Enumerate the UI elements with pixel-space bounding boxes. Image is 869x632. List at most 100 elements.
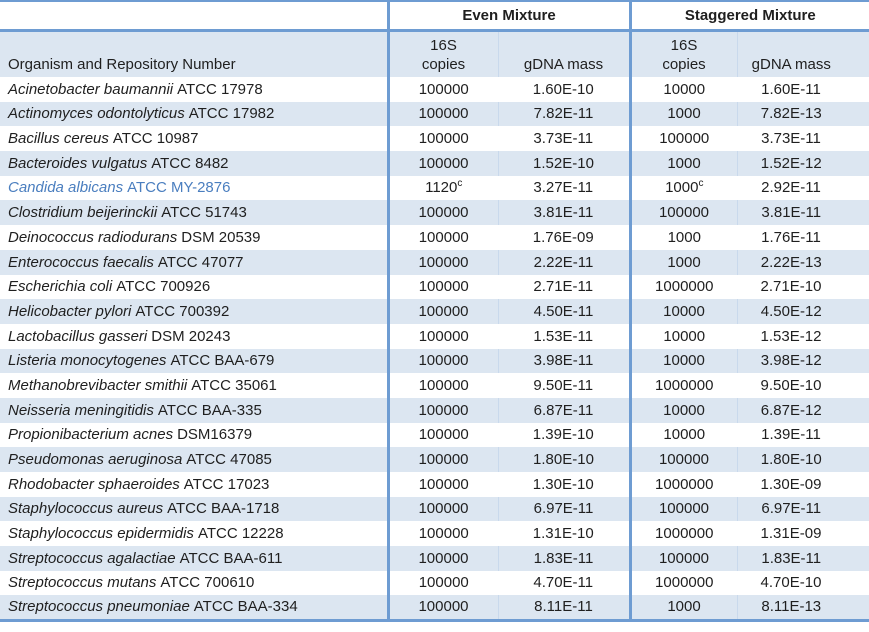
even-16s-copies-value: 100000 [418,327,469,345]
staggered-16s-copies-value: 1000000 [655,475,714,493]
staggered-16s-copies-cell: 1000000 [628,570,737,596]
even-16s-copies-value: 100000 [418,154,469,172]
even-16s-copies-value: 100000 [418,451,469,469]
organism-cell: Lactobacillus gasseri DSM 20243 [0,324,388,349]
even-16s-copies-value: 100000 [418,228,469,246]
staggered-16s-copies-cell: 1000000 [628,521,737,547]
even-16s-copies-value: 100000 [418,352,469,370]
staggered-gdna-mass-cell: 1.52E-12 [736,151,869,176]
even-gdna-mass-cell: 3.73E-11 [533,130,594,148]
even-16s-copies-cell: 100000 [386,126,498,152]
staggered-16s-copies-cell: 100000 [628,546,737,571]
staggered-gdna-mass-cell: 2.92E-11 [761,179,821,197]
staggered-16s-copies-value: 1000000 [655,278,714,296]
repository-number: ATCC 12228 [197,525,284,543]
organism-cell: Actinomyces odontolyticus ATCC 17982 [0,101,388,127]
staggered-16s-copies-value: 100000 [658,451,710,469]
staggered-16s-copies-value: 10000 [663,80,706,98]
repository-number: ATCC 35061 [191,376,277,394]
even-gdna-mass-cell: 1.30E-10 [532,475,594,493]
even-16s-copies-cell: 100000 [386,422,498,448]
repository-number: ATCC 47085 [186,451,272,469]
even-16s-copies-value: 100000 [418,500,469,518]
table-row: Bacteroides vulgatus ATCC 8482 100000 1.5… [0,151,869,176]
organism-cell: Streptococcus mutans ATCC 700610 [0,571,388,596]
even-gdna-mass-cell: 3.98E-11 [497,348,630,374]
copies-header-line2: copies [421,56,466,73]
organism-cell: Propionibacterium acnes DSM16379 [0,423,388,448]
staggered-16s-copies-value: 100000 [658,204,710,222]
table-row: Staphylococcus epidermidis ATCC 12228 100… [0,521,869,547]
even-gdna-mass-cell: 6.87E-11 [497,397,630,423]
organism-name: Streptococcus pneumoniae [8,598,190,616]
staggered-gdna-mass-cell: 3.81E-11 [736,200,869,226]
even-copies-footnote-mark: c [457,178,463,190]
organism-name: Staphylococcus aureus [8,500,164,518]
organism-name: Streptococcus mutans [8,574,157,592]
organism-cell: Bacteroides vulgatus ATCC 8482 [0,151,388,176]
even-gdna-mass-cell: 9.50E-11 [533,376,594,394]
even-16s-copies-cell: 100000 [386,299,498,324]
even-gdna-mass-cell: 1.80E-10 [497,447,630,472]
staggered-16s-copies-value: 1000 [667,154,701,172]
even-gdna-mass-header: gDNA mass [497,30,630,77]
staggered-gdna-mass-cell: 9.50E-10 [760,376,822,394]
organism-name: Neisseria meningitidis [8,401,154,419]
even-16s-copies-value: 100000 [418,574,469,592]
even-16s-copies-value: 100000 [418,105,469,123]
staggered-16s-copies-cell: 1000 [628,225,737,250]
even-gdna-mass-cell: 4.70E-11 [533,574,594,592]
even-16s-copies-header: 16S copies [386,30,498,77]
staggered-gdna-mass-cell: 6.97E-11 [736,496,869,522]
organism-name: Enterococcus faecalis [8,253,154,271]
staggered-16s-copies-value: 10000 [663,327,706,345]
organism-name: Deinococcus radiodurans [8,228,178,246]
organism-name: Pseudomonas aeruginosa [8,451,183,469]
staggered-gdna-mass-cell: 1.80E-10 [736,447,869,472]
repository-number: ATCC BAA-335 [157,401,262,419]
copies-header-line2: copies [662,56,706,73]
staggered-16s-copies-value: 1000 [667,253,701,271]
table-row: Propionibacterium acnes DSM16379 100000 1… [0,422,869,448]
staggered-16s-copies-value: 100000 [658,549,710,567]
table-row: Streptococcus agalactiae ATCC BAA-611 100… [0,546,869,571]
repository-number: DSM16379 [177,426,253,444]
even-16s-copies-value: 100000 [418,204,469,222]
staggered-16s-copies-value: 1000 [667,598,701,616]
even-16s-copies-value: 100000 [418,401,469,419]
staggered-16s-copies-value: 100000 [659,130,710,148]
table-row: Deinococcus radiodurans DSM 20539 100000 … [0,225,869,250]
organism-cell: Candida albicans ATCC MY-2876 [0,176,388,201]
staggered-16s-copies-value: 1000 [665,179,699,197]
organism-name: Candida albicans [8,179,124,197]
repository-number: ATCC 17978 [177,80,263,98]
even-gdna-mass-cell: 6.97E-11 [497,496,630,522]
organism-cell: Streptococcus agalactiae ATCC BAA-611 [0,546,388,571]
staggered-16s-copies-cell: 1000c [628,175,737,201]
even-16s-copies-value: 1120 [425,179,458,197]
organism-cell: Enterococcus faecalis ATCC 47077 [0,249,388,275]
organism-cell: Staphylococcus epidermidis ATCC 12228 [0,521,388,546]
staggered-16s-copies-cell: 100000 [628,126,737,152]
staggered-16s-copies-cell: 10000 [628,397,737,423]
organism-name: Propionibacterium acnes [8,426,174,444]
organism-cell: Bacillus cereus ATCC 10987 [0,126,388,151]
table-row: Listeria monocytogenes ATCC BAA-679 10000… [0,348,869,374]
even-gdna-mass-cell: 1.31E-10 [532,525,594,543]
organism-cell: Listeria monocytogenes ATCC BAA-679 [0,348,388,374]
table-row: Acinetobacter baumannii ATCC 17978 100000… [0,77,869,102]
even-gdna-mass-cell: 8.11E-11 [497,595,630,621]
staggered-16s-copies-value: 1000 [667,105,701,123]
staggered-gdna-mass-cell: 2.22E-13 [736,249,869,275]
repository-number: DSM 20539 [181,228,261,246]
organism-cell: Rhodobacter sphaeroides ATCC 17023 [0,472,388,497]
staggered-gdna-mass-cell: 1.30E-09 [760,475,822,493]
staggered-16s-copies-cell: 100000 [628,496,737,522]
staggered-gdna-mass-cell: 8.11E-13 [736,595,869,621]
repository-number: ATCC 51743 [161,204,247,222]
organism-name: Staphylococcus epidermidis [8,525,194,543]
organism-cell: Escherichia coli ATCC 700926 [0,275,388,300]
staggered-16s-copies-cell: 1000 [628,101,737,127]
even-16s-copies-value: 100000 [418,525,469,543]
